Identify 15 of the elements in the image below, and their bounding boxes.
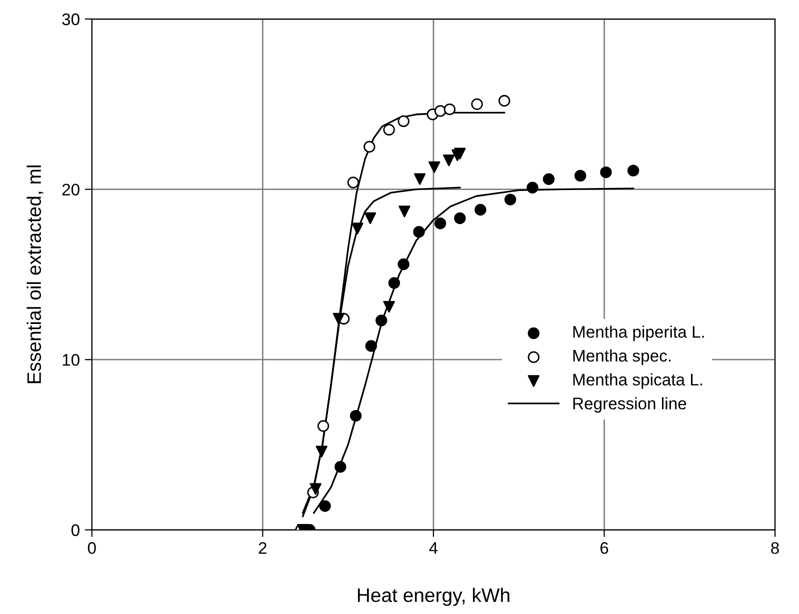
y-tick-label: 30 xyxy=(62,13,80,26)
legend-label: Mentha spicata L. xyxy=(573,373,702,389)
x-tick-label: 2 xyxy=(258,542,266,554)
legend-label: Mentha piperita L. xyxy=(573,326,704,342)
legend-label: Mentha spec. xyxy=(573,349,671,365)
y-tick-label: 20 xyxy=(62,184,80,196)
y-axis-title: Essential oil extracted, ml xyxy=(26,166,44,384)
y-tick-label: 10 xyxy=(62,354,80,366)
y-tick-label: 0 xyxy=(71,524,80,536)
x-tick-label: 6 xyxy=(600,542,608,554)
x-tick-label: 4 xyxy=(429,542,438,554)
x-tick-label: 0 xyxy=(88,542,96,554)
x-axis-title: Heat energy, kWh xyxy=(358,588,510,606)
x-tick-label: 8 xyxy=(771,542,779,554)
legend-label: Regression line xyxy=(573,397,686,413)
